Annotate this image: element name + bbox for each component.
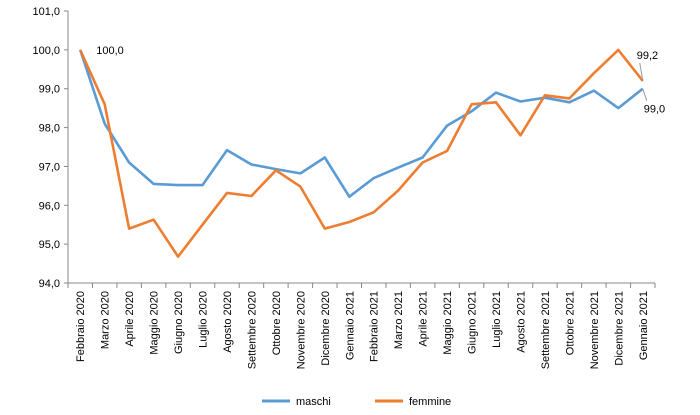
x-tick-label: Gennaio 2021 — [638, 291, 650, 360]
legend: maschi femmine — [262, 396, 451, 408]
y-tick-label: 95,0 — [39, 239, 60, 251]
x-tick-label: Novembre 2020 — [295, 291, 307, 369]
x-tick-label: Luglio 2020 — [198, 291, 210, 348]
x-tick-label: Gennaio 2021 — [344, 291, 356, 360]
leader-line-maschi — [642, 88, 648, 101]
x-tick-label: Febbraio 2020 — [75, 291, 87, 362]
x-tick-label: Novembre 2021 — [589, 291, 601, 369]
x-tick-label: Marzo 2021 — [393, 291, 405, 349]
legend-label-maschi: maschi — [296, 396, 331, 408]
y-tick-label: 99,0 — [39, 84, 60, 96]
x-tick-label: Agosto 2020 — [222, 291, 234, 353]
x-tick-label: Giugno 2020 — [173, 291, 185, 354]
x-axis: Febbraio 2020 Marzo 2020 Aprile 2020 Maggio… — [67, 282, 656, 369]
y-tick-label: 98,0 — [39, 123, 60, 135]
end-value-label-femmine: 99,2 — [637, 50, 658, 62]
x-tick-label: Agosto 2021 — [515, 291, 527, 353]
x-tick-label: Ottobre 2021 — [564, 291, 576, 355]
x-tick-label: Marzo 2020 — [100, 291, 112, 349]
series-line-femmine — [79, 48, 644, 258]
legend-label-femmine: femmine — [409, 396, 451, 408]
x-tick-label: Settembre 2020 — [246, 291, 258, 369]
annotation-layer: 100,0 99,2 99,0 — [96, 45, 665, 116]
y-tick-label: 96,0 — [39, 200, 60, 212]
series-line-maschi — [78, 49, 644, 198]
y-tick-label: 94,0 — [39, 278, 60, 290]
end-value-label-maschi: 99,0 — [644, 104, 665, 116]
leader-line-femmine — [639, 62, 644, 82]
y-tick-label: 101,0 — [32, 6, 60, 18]
x-tick-label: Maggio 2021 — [442, 291, 454, 355]
y-axis: 94,0 95,0 96,0 97,0 98,0 99,0 100,0 101,0 — [32, 6, 69, 290]
x-tick-label: Maggio 2020 — [149, 291, 161, 355]
x-tick-label: Giugno 2021 — [467, 291, 479, 354]
y-tick-label: 97,0 — [39, 161, 60, 173]
y-tick-label: 100,0 — [32, 45, 60, 57]
series-layer — [78, 48, 644, 258]
x-tick-label: Luglio 2021 — [491, 291, 503, 348]
x-tick-label: Febbraio 2021 — [369, 291, 381, 362]
x-tick-label: Settembre 2021 — [540, 291, 552, 369]
x-tick-label: Aprile 2020 — [124, 291, 136, 347]
x-tick-label: Ottobre 2020 — [271, 291, 283, 355]
start-value-label: 100,0 — [96, 45, 124, 57]
x-tick-label: Aprile 2021 — [418, 291, 430, 347]
x-tick-label: Dicembre 2021 — [613, 291, 625, 366]
x-tick-label: Dicembre 2020 — [320, 291, 332, 366]
